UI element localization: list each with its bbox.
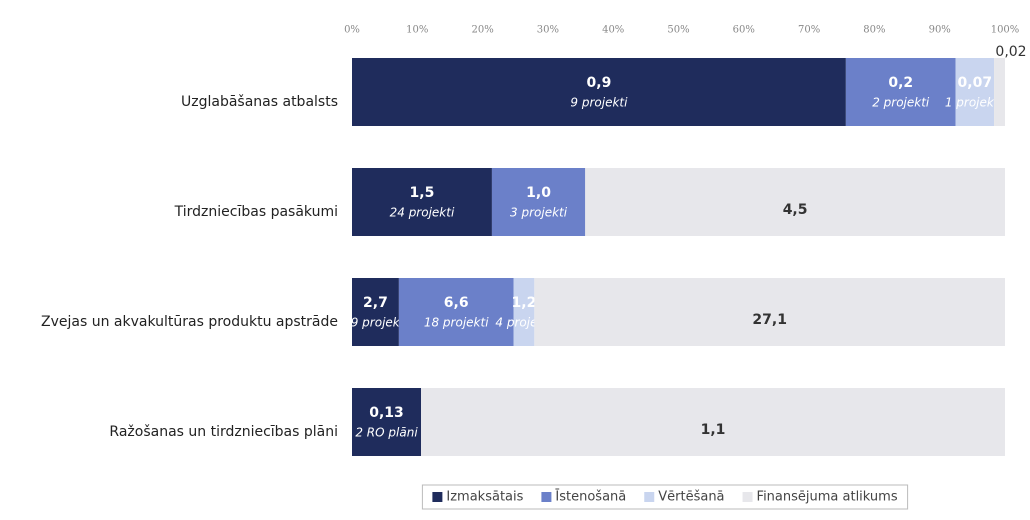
x-tick-label: 80% <box>863 25 885 36</box>
data-label: 0,02 <box>995 44 1026 60</box>
legend-swatch <box>541 492 552 502</box>
data-sublabel: 18 projekti <box>424 316 489 330</box>
x-tick-label: 40% <box>602 25 624 36</box>
x-tick-label: 60% <box>733 25 755 36</box>
data-sublabel: 2 RO plāni <box>355 426 418 440</box>
bar-segment <box>994 58 1005 126</box>
data-label: 6,6 <box>444 295 469 311</box>
data-label: 0,13 <box>369 405 404 421</box>
x-tick-label: 30% <box>537 25 559 36</box>
bar-segment <box>491 168 586 236</box>
bar-segment <box>513 278 535 346</box>
data-sublabel: 24 projekti <box>390 206 455 220</box>
bar-segment <box>845 58 956 126</box>
bar-segment <box>398 278 514 346</box>
legend-swatch <box>644 492 655 502</box>
x-tick-label: 70% <box>798 25 820 36</box>
category-label: Ražošanas un tirdzniecības plāni <box>109 424 338 440</box>
x-tick-label: 90% <box>929 25 951 36</box>
x-tick-label: 20% <box>471 25 493 36</box>
legend-label: Finansējuma atlikums <box>757 490 898 505</box>
bar-segment <box>585 168 1005 236</box>
category-label: Zvejas un akvakultūras produktu apstrāde <box>41 314 338 330</box>
data-label: 1,0 <box>526 185 551 201</box>
category-label: Tirdzniecības pasākumi <box>174 204 338 220</box>
data-sublabel: 9 projekti <box>570 96 628 110</box>
legend-label: Īstenošanā <box>555 490 626 505</box>
x-tick-label: 50% <box>667 25 689 36</box>
category-label: Uzglabāšanas atbalsts <box>181 94 338 110</box>
data-sublabel: 2 projekti <box>872 96 930 110</box>
legend-label: Vērtēšanā <box>658 490 724 505</box>
legend-swatch <box>432 492 443 502</box>
data-label: 0,2 <box>888 75 913 91</box>
data-label: 1,1 <box>701 422 726 438</box>
bar-segment <box>421 388 1006 456</box>
data-label: 2,7 <box>363 295 388 311</box>
bar-segment <box>534 278 1005 346</box>
bar-segment <box>352 168 492 236</box>
data-label: 0,07 <box>958 75 993 91</box>
data-label: 0,9 <box>587 75 612 91</box>
legend-box <box>421 484 909 510</box>
bar-segment <box>352 58 846 126</box>
bar-segment <box>955 58 995 126</box>
legend-label: Izmaksātais <box>446 490 523 505</box>
data-sublabel: 3 projekti <box>510 206 568 220</box>
data-sublabel: 19 projekti <box>343 316 408 330</box>
data-label: 27,1 <box>752 312 787 328</box>
x-tick-label: 100% <box>991 25 1020 36</box>
bar-segment <box>352 278 399 346</box>
legend-swatch <box>742 492 753 502</box>
x-tick-label: 0% <box>344 25 360 36</box>
x-tick-label: 10% <box>406 25 428 36</box>
data-label: 1,5 <box>410 185 435 201</box>
data-sublabel: 1 projekts <box>945 96 1005 110</box>
data-label: 1,2 <box>512 295 537 311</box>
bar-segment <box>352 388 422 456</box>
data-label: 4,5 <box>783 202 808 218</box>
